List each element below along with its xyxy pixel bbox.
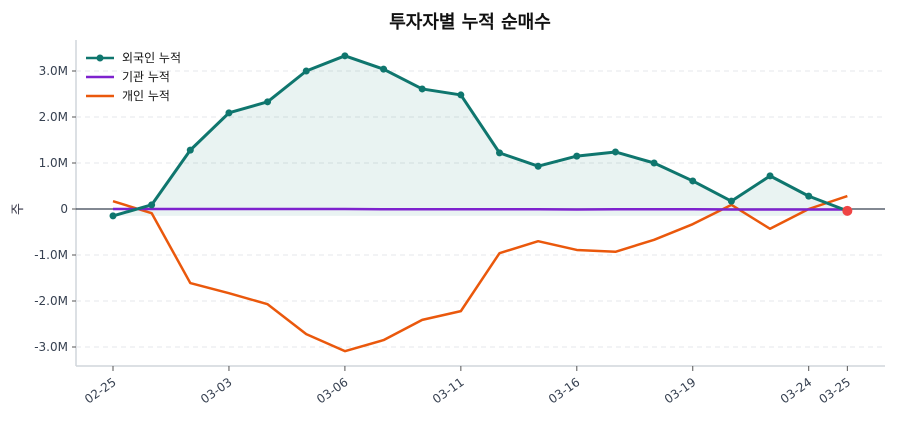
legend-label: 기관 누적	[122, 70, 170, 84]
x-tick-label: 03-25	[816, 375, 853, 406]
data-point	[573, 153, 580, 160]
y-tick-label: -3.0M	[34, 340, 68, 354]
y-tick-label: 0	[60, 202, 68, 216]
y-tick-label: -1.0M	[34, 248, 68, 262]
data-point	[148, 201, 155, 208]
data-point	[341, 52, 348, 59]
data-point	[187, 147, 194, 154]
data-point	[380, 66, 387, 73]
series-line-개인 누적	[113, 196, 847, 351]
data-point	[805, 193, 812, 200]
data-point	[457, 91, 464, 98]
foreign-area-fill	[113, 56, 847, 216]
y-tick-label: -2.0M	[34, 294, 68, 308]
last-point-highlight	[842, 206, 852, 216]
data-point	[225, 109, 232, 116]
chart-title: 투자자별 누적 순매수	[389, 12, 551, 33]
x-tick-label: 03-11	[430, 375, 467, 406]
data-point	[535, 163, 542, 170]
legend-label: 외국인 누적	[122, 51, 181, 65]
x-tick-label: 03-06	[314, 375, 351, 406]
data-point	[612, 148, 619, 155]
x-tick-label: 03-16	[546, 375, 583, 406]
y-axis-label: 주	[11, 203, 26, 215]
y-tick-label: 1.0M	[39, 156, 68, 170]
data-point	[689, 177, 696, 184]
data-point	[496, 149, 503, 156]
x-tick-label: 03-19	[662, 375, 699, 406]
data-point	[264, 98, 271, 105]
legend-label: 개인 누적	[122, 89, 170, 103]
data-point	[419, 85, 426, 92]
data-point	[728, 198, 735, 205]
data-point	[651, 160, 658, 167]
legend-marker	[97, 55, 104, 62]
x-tick-label: 03-03	[198, 375, 235, 406]
x-tick-label: 03-24	[778, 375, 815, 406]
data-point	[303, 68, 310, 75]
y-tick-label: 3.0M	[39, 64, 68, 78]
x-tick-label: 02-25	[82, 375, 119, 406]
y-tick-label: 2.0M	[39, 110, 68, 124]
data-point	[767, 172, 774, 179]
data-point	[110, 212, 117, 219]
